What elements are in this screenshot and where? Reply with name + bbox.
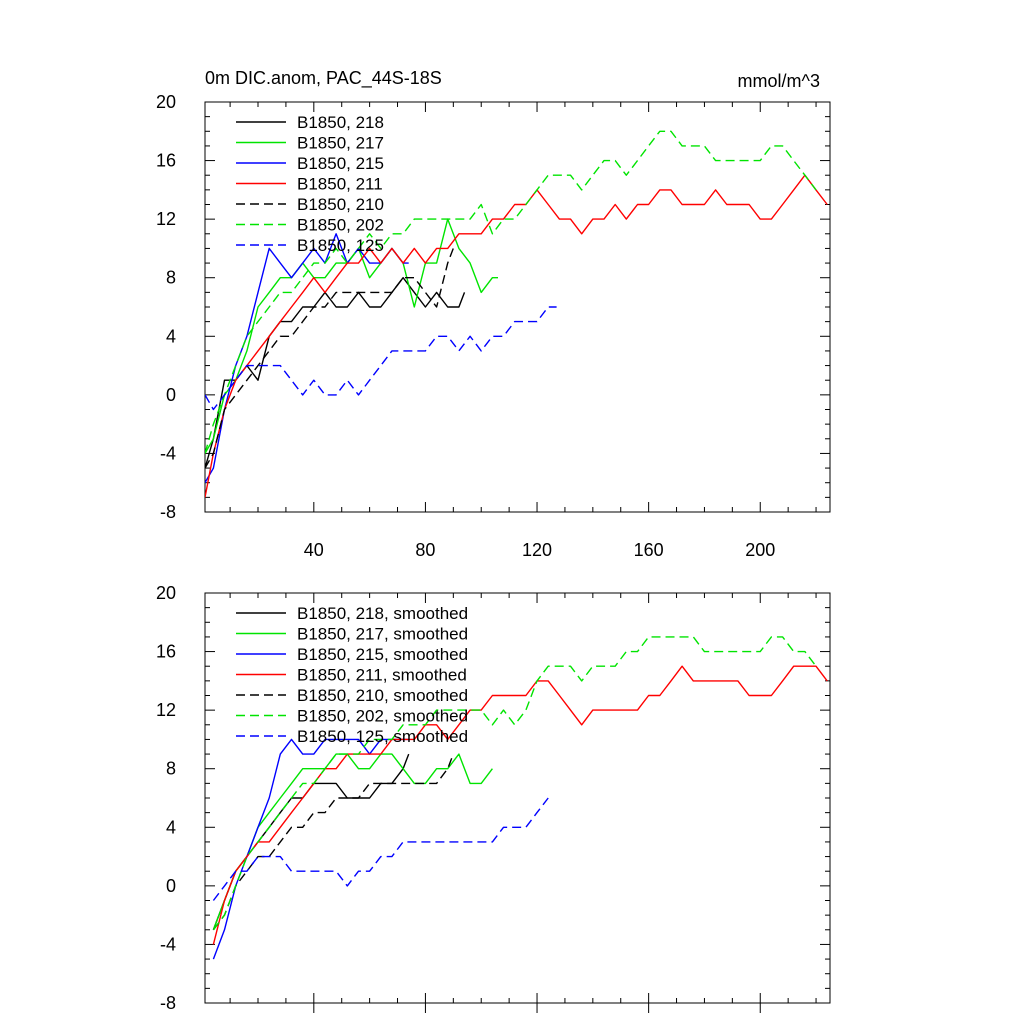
- series-line: [205, 130, 817, 454]
- x-tick-label: 40: [304, 540, 324, 560]
- y-tick-label: 16: [156, 151, 176, 171]
- y-tick-label: 4: [166, 817, 176, 837]
- series-line: [212, 636, 817, 931]
- y-tick-label: 20: [156, 92, 176, 112]
- legend-label: B1850, 215: [297, 154, 384, 173]
- legend-label: B1850, 211: [297, 175, 383, 194]
- y-tick-label: 16: [156, 642, 176, 662]
- y-tick-label: 8: [166, 759, 176, 779]
- y-tick-label: 20: [156, 583, 176, 603]
- legend-label: B1850, 218, smoothed: [297, 604, 468, 623]
- y-tick-label: -4: [160, 934, 176, 954]
- top-chart-title: 0m DIC.anom, PAC_44S-18S: [205, 68, 442, 89]
- y-tick-label: 4: [166, 326, 176, 346]
- series-line: [205, 277, 466, 469]
- legend-label: B1850, 125: [297, 236, 384, 255]
- y-tick-label: 8: [166, 268, 176, 288]
- legend-label: B1850, 202: [297, 216, 384, 235]
- series-line: [212, 738, 409, 960]
- y-tick-label: 12: [156, 209, 176, 229]
- top-chart-units: mmol/m^3: [738, 71, 820, 91]
- series-line: [205, 248, 454, 469]
- y-tick-label: -4: [160, 443, 176, 463]
- series-line: [212, 753, 493, 931]
- legend-label: B1850, 202, smoothed: [297, 707, 468, 726]
- y-tick-label: -8: [160, 502, 176, 522]
- x-tick-label: 160: [634, 540, 664, 560]
- legend-label: B1850, 218: [297, 113, 384, 132]
- legend-label: B1850, 210: [297, 195, 384, 214]
- legend-label: B1850, 125, smoothed: [297, 727, 468, 746]
- bottom-chart-panel: -8 -4 0 4 8 12 16 20 B1850, 218, smoothed B1850, …: [156, 583, 831, 1013]
- y-tick-label: -8: [160, 993, 176, 1013]
- legend-label: B1850, 217, smoothed: [297, 625, 468, 644]
- series-line: [205, 174, 828, 498]
- top-chart-panel: 0m DIC.anom, PAC_44S-18S mmol/m^3 -8 -4 0 4…: [156, 68, 831, 560]
- legend-label: B1850, 210, smoothed: [297, 686, 468, 705]
- x-tick-label: 120: [522, 540, 552, 560]
- y-tick-label: 12: [156, 700, 176, 720]
- x-tick-label: 200: [745, 540, 775, 560]
- x-tick-label: 80: [415, 540, 435, 560]
- legend-label: B1850, 217: [297, 134, 384, 153]
- legend-label: B1850, 211, smoothed: [297, 666, 467, 685]
- y-tick-label: 0: [166, 385, 176, 405]
- series-line: [212, 753, 454, 931]
- legend-label: B1850, 215, smoothed: [297, 645, 468, 664]
- y-tick-label: 0: [166, 876, 176, 896]
- series-line: [212, 753, 410, 931]
- series-line: [212, 797, 549, 901]
- series-line: [205, 306, 557, 411]
